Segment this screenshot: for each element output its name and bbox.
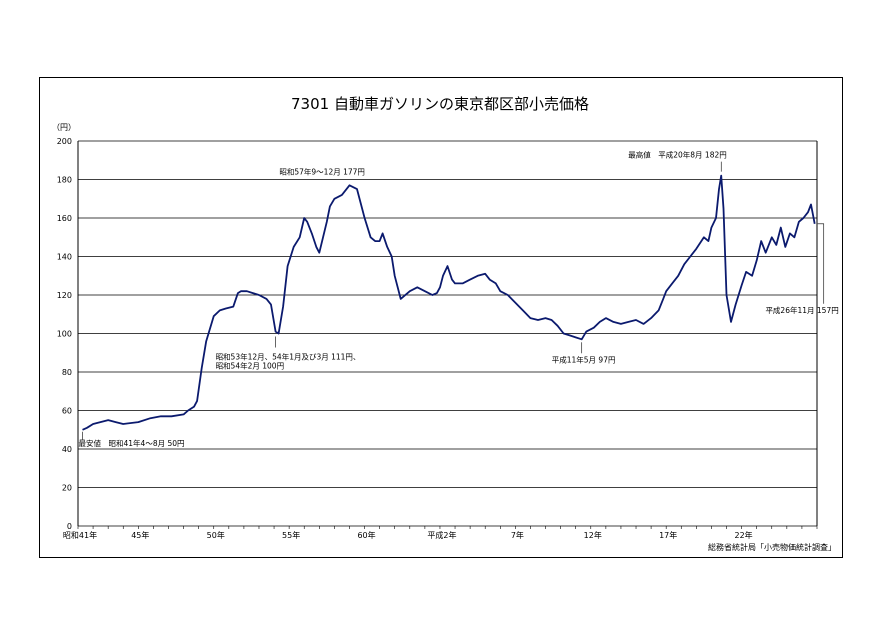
source-note: 総務省統計局「小売物価統計調査」 <box>708 542 836 552</box>
price-series-line <box>82 174 816 431</box>
y-tick-label: 20 <box>62 484 72 493</box>
y-tick-label: 160 <box>57 214 72 223</box>
x-tick-label: 45年 <box>131 530 149 540</box>
y-tick-label: 0 <box>67 522 72 531</box>
x-tick-label: 17年 <box>659 530 677 540</box>
x-tick-label: 12年 <box>584 530 602 540</box>
y-tick-label: 60 <box>62 407 72 416</box>
x-tick-label: 昭和41年 <box>63 530 97 540</box>
y-tick-label: 180 <box>57 176 72 185</box>
x-tick-label: 50年 <box>207 530 225 540</box>
annotation-label: 昭和54年2月 100円 <box>216 361 285 371</box>
annotation-label: 平成11年5月 97円 <box>552 354 616 364</box>
annotation-label: 昭和57年9～12月 177円 <box>279 166 365 176</box>
annotation-label: 昭和53年12月、54年1月及び3月 111円、 <box>216 352 361 362</box>
x-tick-label: 7年 <box>511 530 524 540</box>
y-tick-label: 40 <box>62 445 72 454</box>
annotation-label: 平成26年11月 157円 <box>765 305 838 315</box>
y-tick-label: 140 <box>57 253 72 262</box>
y-axis-label: （円） <box>52 123 76 132</box>
y-tick-label: 120 <box>57 291 72 300</box>
x-tick-label: 平成2年 <box>427 530 456 540</box>
x-tick-label: 55年 <box>282 530 300 540</box>
x-tick-label: 60年 <box>357 530 375 540</box>
gasoline-price-chart: 7301 自動車ガソリンの東京都区部小売価格 （円） 0 20 40 60 80 100 1… <box>52 95 839 552</box>
y-tick-label: 100 <box>57 330 72 339</box>
y-tick-label: 80 <box>62 368 72 377</box>
chart-frame: 7301 自動車ガソリンの東京都区部小売価格 （円） 0 20 40 60 80 100 1… <box>39 77 843 558</box>
annotation-label: 最高値 平成20年8月 182円 <box>628 150 727 160</box>
annotation-leader <box>817 223 825 304</box>
annotation-label: 最安値 昭和41年4～8月 50円 <box>79 438 185 448</box>
y-tick-label: 200 <box>57 137 72 146</box>
x-tick-label: 22年 <box>734 530 752 540</box>
chart-title: 7301 自動車ガソリンの東京都区部小売価格 <box>291 95 589 113</box>
